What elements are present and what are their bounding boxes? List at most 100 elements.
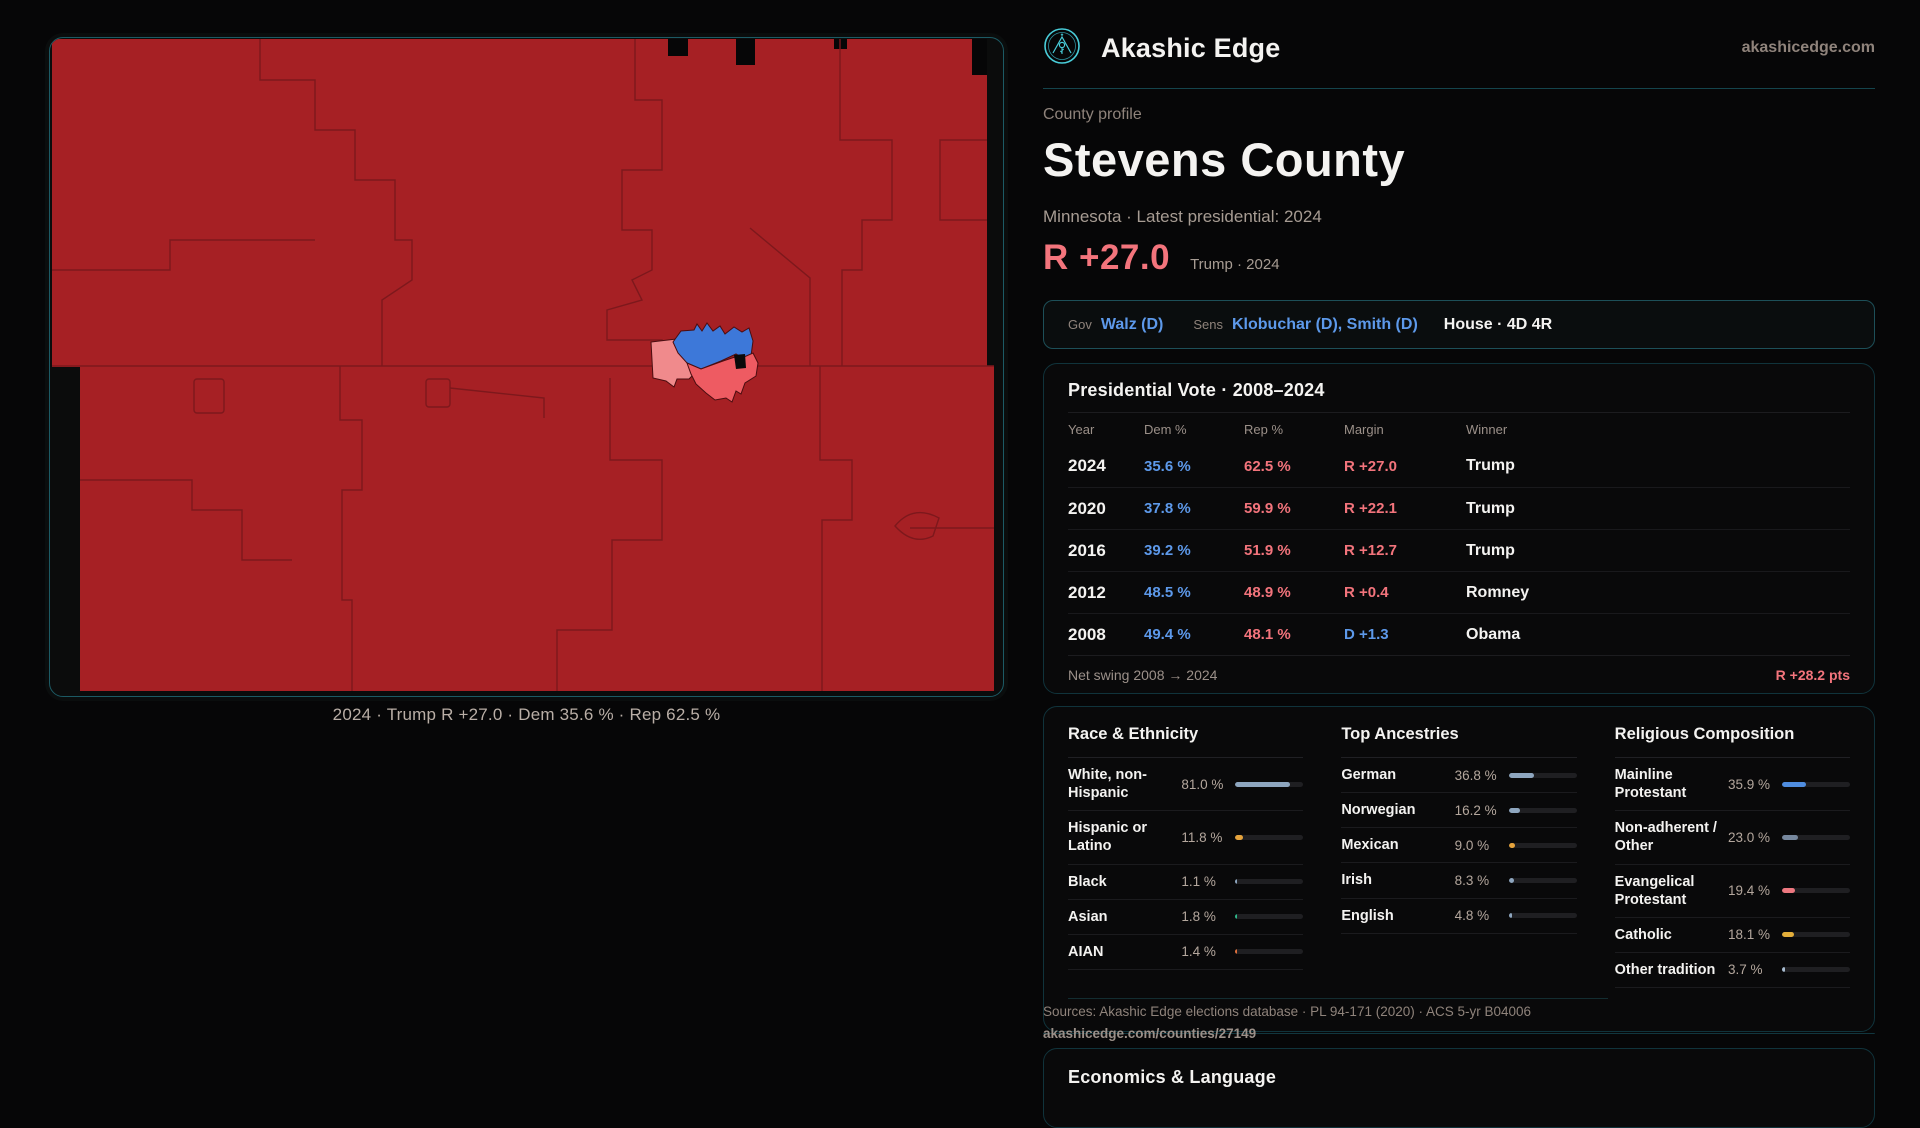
- headline-margin-row: R +27.0 Trump · 2024: [1043, 238, 1280, 278]
- sources-footer: Sources: Akashic Edge elections database…: [1043, 1001, 1531, 1045]
- page-title: Stevens County: [1043, 133, 1406, 186]
- pres-margin: R +27.0: [1344, 457, 1397, 475]
- page-subtitle: Minnesota · Latest presidential: 2024: [1043, 207, 1322, 226]
- pres-vote-title: Presidential Vote · 2008–2024: [1068, 380, 1325, 400]
- stat-value: 36.8 %: [1454, 767, 1497, 783]
- stat-value: 1.4 %: [1181, 944, 1216, 960]
- header-divider: [1043, 88, 1875, 89]
- pres-rep-pct: 59.9 %: [1244, 500, 1291, 517]
- stat-row: Catholic 18.1 %: [1614, 918, 1850, 953]
- stat-bar: [1508, 807, 1577, 813]
- stat-bar: [1781, 834, 1850, 840]
- stat-bar: [1235, 949, 1304, 955]
- county-map[interactable]: [49, 37, 1004, 697]
- stat-value: 19.4 %: [1727, 883, 1771, 899]
- demographics-card: Race & Ethnicity White, non-Hispanic 81.…: [1043, 706, 1875, 1032]
- stat-value: 18.1 %: [1727, 927, 1771, 943]
- senators-link[interactable]: Klobuchar (D), Smith (D): [1232, 315, 1418, 333]
- col-margin: Margin: [1344, 421, 1384, 437]
- col-winner: Winner: [1466, 421, 1508, 437]
- ancestries-title: Top Ancestries: [1341, 725, 1577, 758]
- stat-row: Black 1.1 %: [1068, 865, 1304, 900]
- permalink[interactable]: akashicedge.com/counties/27149: [1043, 1026, 1257, 1041]
- stat-label: Other tradition: [1614, 961, 1716, 978]
- stat-label: Non-adherent / Other: [1614, 820, 1717, 855]
- stat-bar: [1235, 879, 1304, 885]
- brand-name[interactable]: Akashic Edge: [1101, 32, 1281, 63]
- pres-rep-pct: 62.5 %: [1244, 457, 1291, 475]
- pres-dem-pct: 49.4 %: [1144, 626, 1191, 643]
- card-bottom-border: [1043, 1033, 1875, 1034]
- stat-row: Other tradition 3.7 %: [1614, 953, 1850, 988]
- stat-row: Non-adherent / Other 23.0 %: [1614, 811, 1850, 865]
- stat-value: 81.0 %: [1181, 776, 1224, 792]
- stat-bar: [1508, 842, 1577, 848]
- akashic-emblem-icon[interactable]: [1043, 27, 1081, 70]
- economics-language-card: Economics & Language: [1043, 1048, 1875, 1128]
- pres-dem-pct: 39.2 %: [1144, 542, 1191, 559]
- pres-vote-header-row: Year Dem % Rep % Margin Winner: [1068, 413, 1850, 445]
- stat-row: Asian 1.8 %: [1068, 900, 1304, 935]
- stat-label: Catholic: [1614, 926, 1672, 943]
- stat-row: English 4.8 %: [1341, 899, 1577, 934]
- house-delegation: House · 4D 4R: [1443, 315, 1553, 333]
- pres-winner: Romney: [1466, 583, 1530, 601]
- stat-label: White, non-Hispanic: [1068, 767, 1147, 802]
- headline-margin: R +27.0: [1043, 238, 1171, 277]
- pres-rep-pct: 48.9 %: [1244, 584, 1291, 601]
- pres-winner: Trump: [1466, 499, 1515, 517]
- pres-year: 2020: [1068, 498, 1106, 518]
- net-swing-value: R +28.2 pts: [1775, 667, 1850, 683]
- stat-value: 4.8 %: [1454, 908, 1490, 924]
- county-profile-panel: Akashic Edge akashicedge.com County prof…: [1043, 0, 1875, 1128]
- stat-value: 1.8 %: [1181, 909, 1216, 925]
- economics-title: Economics & Language: [1068, 1067, 1277, 1087]
- ancestries-column: Top Ancestries German 36.8 % Norwegian 1…: [1341, 725, 1577, 988]
- stat-row: Mexican 9.0 %: [1341, 828, 1577, 864]
- stat-bar: [1781, 781, 1850, 787]
- stat-bar: [1235, 781, 1304, 787]
- religion-title: Religious Composition: [1614, 725, 1850, 758]
- stat-value: 3.7 %: [1727, 962, 1763, 978]
- sens-label: Sens: [1193, 317, 1223, 332]
- stat-bar: [1781, 888, 1850, 894]
- stat-row: Norwegian 16.2 %: [1341, 793, 1577, 829]
- pres-margin: R +0.4: [1344, 584, 1389, 601]
- pres-dem-pct: 37.8 %: [1144, 500, 1191, 517]
- pres-winner: Trump: [1466, 541, 1515, 559]
- pres-vote-row: 2012 48.5 % 48.9 % R +0.4 Romney: [1068, 571, 1850, 613]
- eyebrow-label: County profile: [1043, 106, 1142, 123]
- stat-row: Hispanic or Latino 11.8 %: [1068, 811, 1304, 865]
- net-swing-row: Net swing 2008 → 2024 R +28.2 pts: [1068, 655, 1850, 694]
- stat-value: 1.1 %: [1181, 874, 1216, 890]
- stat-row: White, non-Hispanic 81.0 %: [1068, 758, 1304, 812]
- pres-margin: D +1.3: [1344, 626, 1389, 643]
- stat-value: 11.8 %: [1181, 829, 1223, 845]
- stat-label: Evangelical Protestant: [1614, 873, 1695, 908]
- precinct-nodata: [734, 354, 746, 369]
- stat-row: Irish 8.3 %: [1341, 863, 1577, 899]
- pres-dem-pct: 35.6 %: [1144, 457, 1191, 475]
- stat-label: German: [1341, 767, 1397, 783]
- stat-label: Black: [1068, 873, 1107, 890]
- columns-bottom-divider: [1068, 998, 1608, 999]
- governor-link[interactable]: Walz (D): [1100, 315, 1164, 333]
- pres-rep-pct: 51.9 %: [1244, 542, 1291, 559]
- map-landmass-bottom: [80, 366, 994, 691]
- stat-value: 16.2 %: [1454, 802, 1497, 818]
- pres-vote-row: 2016 39.2 % 51.9 % R +12.7 Trump: [1068, 529, 1850, 571]
- pres-year: 2008: [1068, 624, 1106, 644]
- pres-year: 2024: [1068, 456, 1106, 475]
- pres-rep-pct: 48.1 %: [1244, 626, 1291, 643]
- pres-vote-row: 2024 35.6 % 62.5 % R +27.0 Trump: [1068, 445, 1850, 487]
- stat-row: German 36.8 %: [1341, 758, 1577, 794]
- headline-context: Trump · 2024: [1190, 256, 1280, 273]
- brand-header: Akashic Edge akashicedge.com: [1043, 27, 1875, 70]
- race-title: Race & Ethnicity: [1068, 725, 1304, 758]
- col-dem: Dem %: [1144, 421, 1187, 437]
- stat-label: Mainline Protestant: [1614, 767, 1687, 802]
- pres-vote-rows: 2024 35.6 % 62.5 % R +27.0 Trump 2020 37…: [1068, 445, 1850, 655]
- sources-text: Sources: Akashic Edge elections database…: [1043, 1004, 1532, 1019]
- pres-margin: R +22.1: [1344, 500, 1397, 517]
- brand-domain-link[interactable]: akashicedge.com: [1741, 39, 1875, 56]
